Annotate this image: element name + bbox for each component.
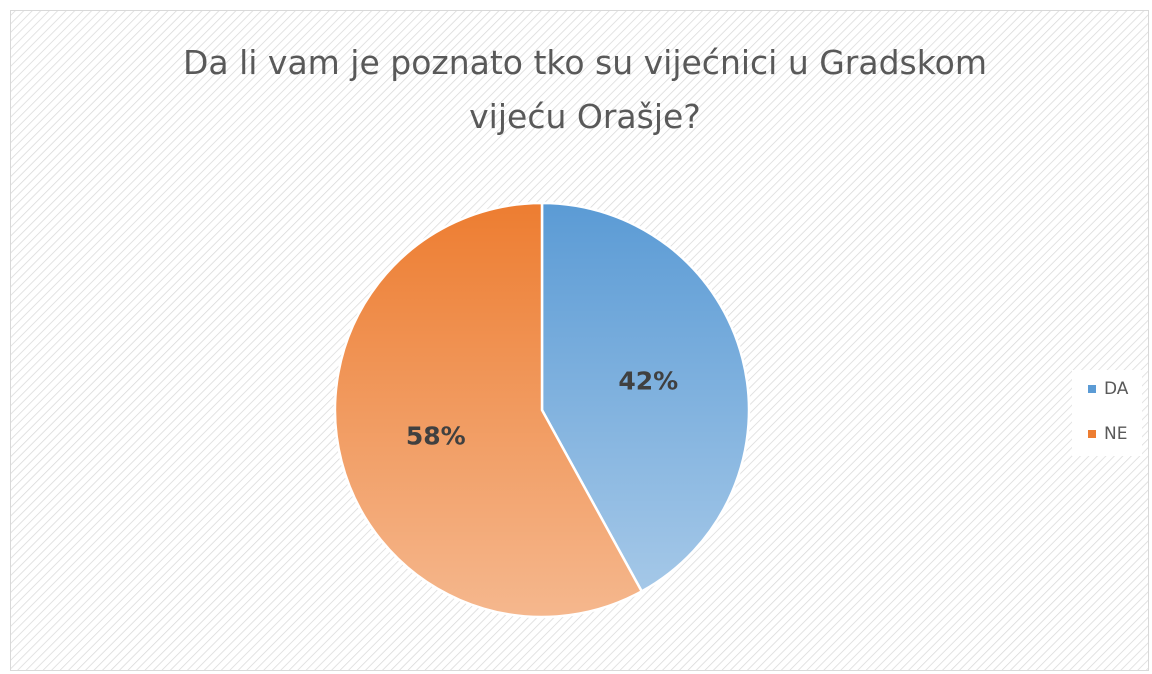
legend-swatch	[1088, 430, 1096, 438]
legend-background	[1072, 370, 1142, 456]
legend-swatch	[1088, 385, 1096, 393]
pie-slice-shade	[333, 201, 644, 619]
chart-title: Da li vam je poznato tko su vijećnici u …	[182, 43, 988, 136]
legend-label: NE	[1104, 424, 1127, 444]
data-label: 42%	[618, 367, 678, 396]
legend-label: DA	[1104, 379, 1129, 399]
data-label: 58%	[406, 421, 466, 450]
pie-slice-shade	[540, 201, 751, 594]
